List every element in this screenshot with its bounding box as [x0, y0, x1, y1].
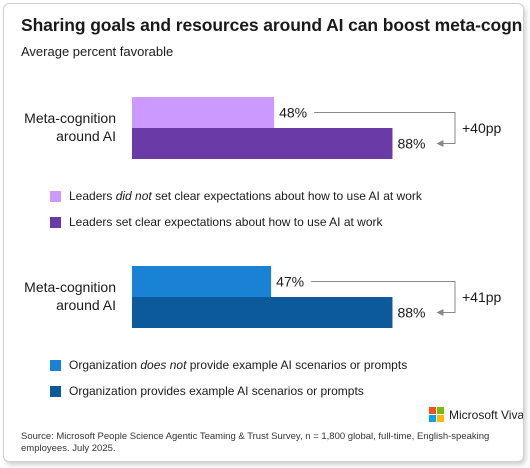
category-label: around AI — [56, 128, 116, 144]
brand-name: Microsoft Viva — [449, 407, 524, 422]
legend-swatch — [50, 190, 61, 202]
bar-charts: Meta-cognition around AI 48% 88% +40pp Meta-c… — [24, 97, 502, 328]
legend-label: Leaders set clear expectations about how… — [69, 215, 383, 229]
legend-label: Organization provides example AI scenari… — [69, 384, 364, 398]
category-label: Meta-cognition — [24, 110, 116, 126]
bracket-arrowhead — [436, 309, 444, 316]
category-label: around AI — [56, 297, 116, 313]
bar — [132, 97, 275, 128]
bar-value-label: 88% — [397, 136, 425, 152]
legend-swatch — [50, 359, 61, 371]
legend-swatch — [50, 216, 61, 228]
legend-item-expectations: Leaders set clear expectations about how… — [50, 214, 383, 230]
difference-annotation: +41pp — [462, 289, 502, 305]
bar — [132, 266, 272, 297]
bar-value-label: 88% — [397, 305, 425, 321]
bar — [132, 297, 393, 328]
legend-label: Organization does not provide example AI… — [69, 358, 408, 372]
legend-item-no-expectations: Leaders did not set clear expectations a… — [50, 188, 422, 204]
chart-subtitle: Average percent favorable — [21, 44, 174, 59]
bracket-arrowhead — [436, 140, 444, 147]
category-label: Meta-cognition — [24, 279, 116, 295]
legend-item-no-examples: Organization does not provide example AI… — [50, 357, 407, 373]
difference-bracket — [314, 112, 456, 144]
bar-value-label: 47% — [276, 274, 304, 290]
chart-title: Sharing goals and resources around AI ca… — [21, 15, 524, 35]
source-note: Source: Microsoft People Science Agentic… — [21, 431, 490, 454]
bar — [132, 128, 393, 159]
bar-value-label: 48% — [279, 105, 307, 121]
difference-bracket — [311, 281, 456, 313]
legend-swatch — [50, 385, 61, 397]
difference-annotation: +40pp — [462, 120, 502, 136]
legend-item-examples: Organization provides example AI scenari… — [50, 383, 364, 399]
legend-label: Leaders did not set clear expectations a… — [69, 189, 422, 203]
microsoft-viva-logo: Microsoft Viva — [429, 407, 524, 422]
microsoft-logo-icon — [429, 407, 444, 422]
chart-card: Sharing goals and resources around AI ca… — [3, 3, 524, 462]
